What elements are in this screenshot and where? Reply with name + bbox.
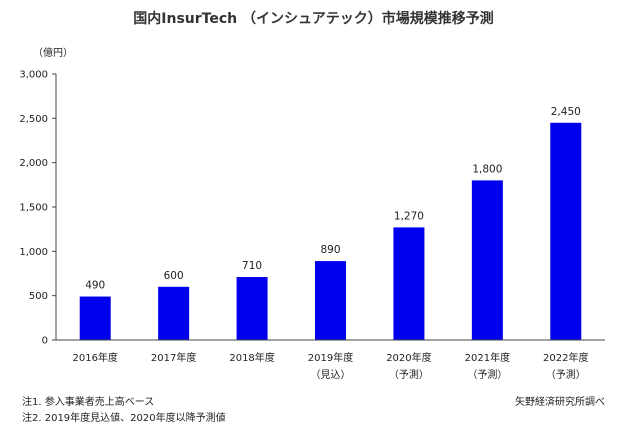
x-tick-label: 2022年度 [543, 351, 588, 364]
x-tick-sublabel: （予測） [546, 368, 586, 381]
x-tick-label: 2019年度 [308, 351, 353, 364]
value-labels: 490 600 710 890 1,270 1,800 2,450 [85, 106, 581, 292]
chart-title: 国内InsurTech （インシュアテック）市場規模推移予測 [133, 11, 494, 27]
y-tick-label: 2,500 [19, 114, 48, 125]
x-tick-label: 2021年度 [465, 351, 510, 364]
y-axis-ticks: 0 500 1,000 1,500 2,000 2,500 3,000 [19, 70, 56, 347]
y-tick-label: 3,000 [19, 70, 48, 81]
y-tick-label: 1,000 [19, 247, 48, 258]
bars [79, 122, 582, 341]
bar [236, 277, 268, 340]
data-label: 600 [164, 270, 184, 282]
data-label: 1,800 [472, 163, 502, 175]
data-label: 1,270 [394, 210, 424, 222]
y-tick-label: 0 [42, 336, 48, 347]
y-tick-label: 1,500 [19, 203, 48, 214]
bar [550, 122, 582, 341]
x-tick-label: 2018年度 [229, 351, 274, 364]
axes [55, 74, 605, 341]
bar [315, 261, 346, 340]
y-tick-label: 2,000 [19, 158, 48, 169]
footnote-1: 注1. 参入事業者売上高ベース [22, 397, 155, 408]
x-tick-label: 2020年度 [386, 351, 431, 364]
data-label: 490 [85, 280, 105, 292]
bar [471, 180, 503, 340]
x-tick-label: 2016年度 [72, 351, 117, 364]
bar [79, 296, 111, 340]
bar [158, 286, 190, 340]
x-axis-labels: 2016年度 2017年度 2018年度 2019年度 （見込） 2020年度 （予測） 20… [72, 351, 588, 381]
y-axis-unit: （億円） [33, 48, 73, 59]
data-label: 710 [242, 260, 262, 272]
x-tick-label: 2017年度 [151, 351, 196, 364]
y-tick-label: 500 [29, 291, 48, 302]
footnote-2: 注2. 2019年度見込値、2020年度以降予測値 [22, 413, 226, 424]
x-tick-sublabel: （予測） [467, 368, 507, 381]
x-tick-sublabel: （見込） [311, 369, 351, 381]
x-tick-sublabel: （予測） [389, 368, 429, 381]
data-label: 2,450 [551, 106, 581, 118]
data-label: 890 [320, 244, 340, 256]
source-credit: 矢野経済研究所調べ [515, 397, 605, 408]
bar [393, 227, 425, 340]
